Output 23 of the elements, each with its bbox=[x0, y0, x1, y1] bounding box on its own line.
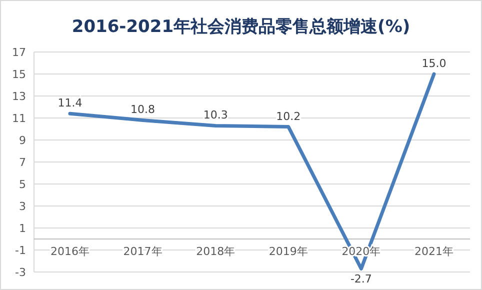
data-label: 10.8 bbox=[130, 103, 156, 116]
data-label: -2.7 bbox=[350, 272, 372, 286]
y-tick-label: 1 bbox=[19, 222, 26, 235]
chart-title: 2016-2021年社会消费品零售总额增速(%) bbox=[72, 17, 410, 37]
y-tick-label: 9 bbox=[19, 134, 26, 147]
y-tick-label: 7 bbox=[19, 156, 26, 169]
data-label: 15.0 bbox=[422, 57, 446, 70]
y-tick-label: 5 bbox=[19, 178, 26, 191]
x-tick-label: 2021年 bbox=[414, 245, 454, 258]
x-tick-label: 2019年 bbox=[268, 245, 308, 258]
y-tick-label: 3 bbox=[19, 200, 26, 213]
y-tick-label: -1 bbox=[15, 244, 26, 257]
data-label: 10.2 bbox=[276, 110, 301, 123]
y-tick-label: 15 bbox=[12, 68, 26, 81]
y-tick-label: 17 bbox=[12, 46, 26, 59]
x-tick-label: 2016年 bbox=[50, 245, 90, 258]
y-tick-label: -3 bbox=[15, 266, 26, 279]
data-label: 11.4 bbox=[58, 96, 82, 110]
x-tick-label: 2017年 bbox=[123, 245, 162, 258]
x-tick-label: 2018年 bbox=[196, 245, 236, 258]
y-tick-label: 11 bbox=[12, 112, 26, 125]
y-tick-label: 13 bbox=[12, 90, 26, 103]
data-label: 10.3 bbox=[203, 108, 228, 122]
